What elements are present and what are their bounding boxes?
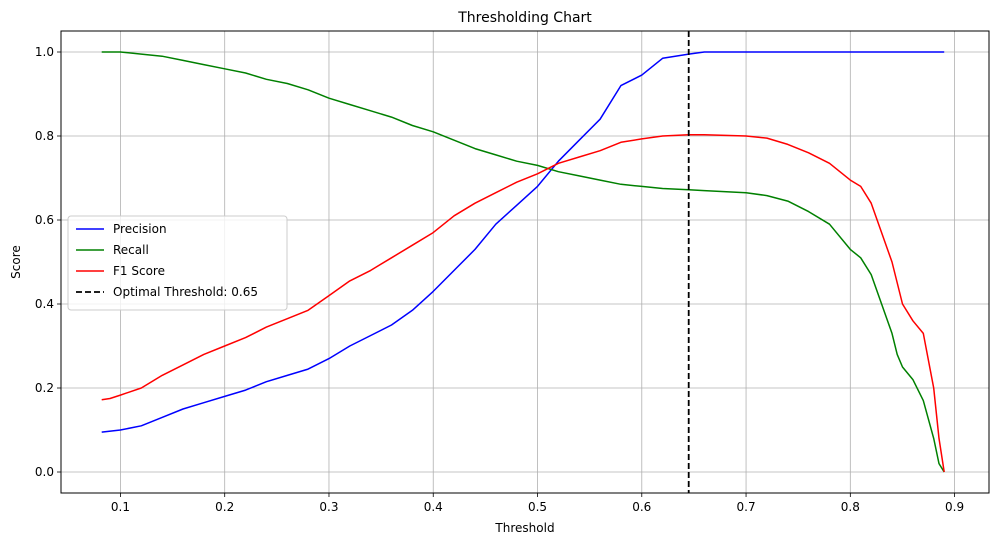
legend-box — [67, 215, 288, 311]
x-tick-label: 0.3 — [319, 500, 338, 514]
x-tick-label: 0.2 — [215, 500, 234, 514]
y-tick-label: 0.0 — [35, 465, 54, 479]
y-axis-label: Score — [9, 245, 23, 279]
x-tick-label: 0.1 — [111, 500, 130, 514]
x-tick-label: 0.5 — [528, 500, 547, 514]
plot-frame — [60, 30, 990, 494]
y-tick-label: 0.8 — [35, 129, 54, 143]
legend: Precision Recall F1 Score Optimal Threshold… — [67, 215, 288, 311]
y-tick-label: 0.4 — [35, 297, 54, 311]
x-axis-ticks: 0.1 0.2 0.3 0.4 0.5 0.6 0.7 0.8 0.9 — [111, 493, 964, 514]
legend-label-f1-score: F1 Score — [113, 264, 165, 278]
y-axis-ticks: 0.0 0.2 0.4 0.6 0.8 1.0 — [35, 45, 61, 479]
y-tick-label: 0.2 — [35, 381, 54, 395]
y-tick-label: 1.0 — [35, 45, 54, 59]
legend-label-recall: Recall — [113, 243, 149, 257]
precision-line — [101, 51, 945, 433]
y-tick-label: 0.6 — [35, 213, 54, 227]
x-tick-label: 0.6 — [632, 500, 651, 514]
x-tick-label: 0.8 — [841, 500, 860, 514]
x-tick-label: 0.9 — [945, 500, 964, 514]
x-tick-label: 0.4 — [424, 500, 443, 514]
x-tick-label: 0.7 — [737, 500, 756, 514]
legend-label-optimal-threshold-0-65: Optimal Threshold: 0.65 — [113, 285, 258, 299]
legend-label-precision: Precision — [113, 222, 167, 236]
recall-line — [101, 51, 945, 473]
chart-title: Thresholding Chart — [457, 10, 592, 26]
f1-score-line — [101, 133, 945, 473]
x-axis-label: Threshold — [494, 521, 554, 535]
series-lines — [101, 51, 945, 473]
